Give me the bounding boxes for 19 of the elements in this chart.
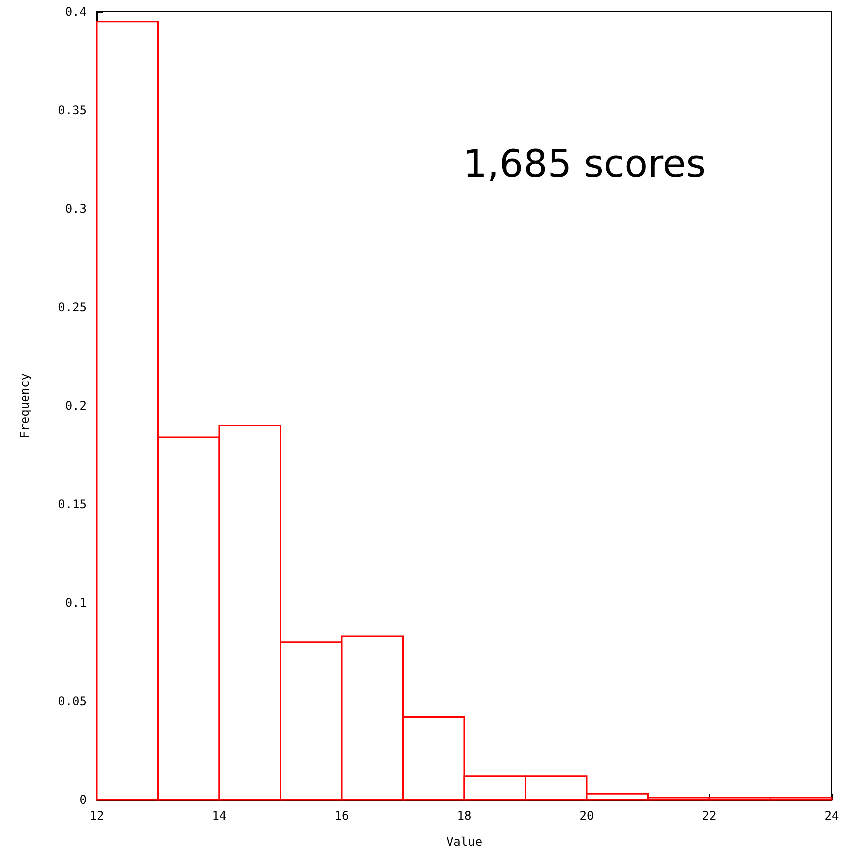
y-tick-label: 0.1 [65,596,87,610]
x-tick-label: 18 [457,809,472,823]
y-tick-label: 0.4 [65,5,87,19]
y-tick-label: 0.25 [58,300,87,314]
x-tick-label: 16 [334,809,350,823]
annotation: 1,685 scores [463,142,706,186]
y-tick-label: 0.15 [58,498,87,512]
x-tick-label: 24 [824,809,840,823]
y-tick-label: 0.3 [65,202,87,216]
y-tick-label: 0 [80,793,87,807]
y-axis-title: Frequency [18,373,32,439]
x-tick-label: 20 [580,809,594,823]
y-tick-label: 0.2 [65,399,87,413]
x-axis-title: Value [446,835,483,849]
x-tick-label: 14 [212,809,227,823]
y-tick-label: 0.05 [58,694,87,708]
y-tick-label: 0.35 [58,104,87,118]
x-tick-label: 22 [702,809,717,823]
x-tick-label: 12 [90,809,104,823]
